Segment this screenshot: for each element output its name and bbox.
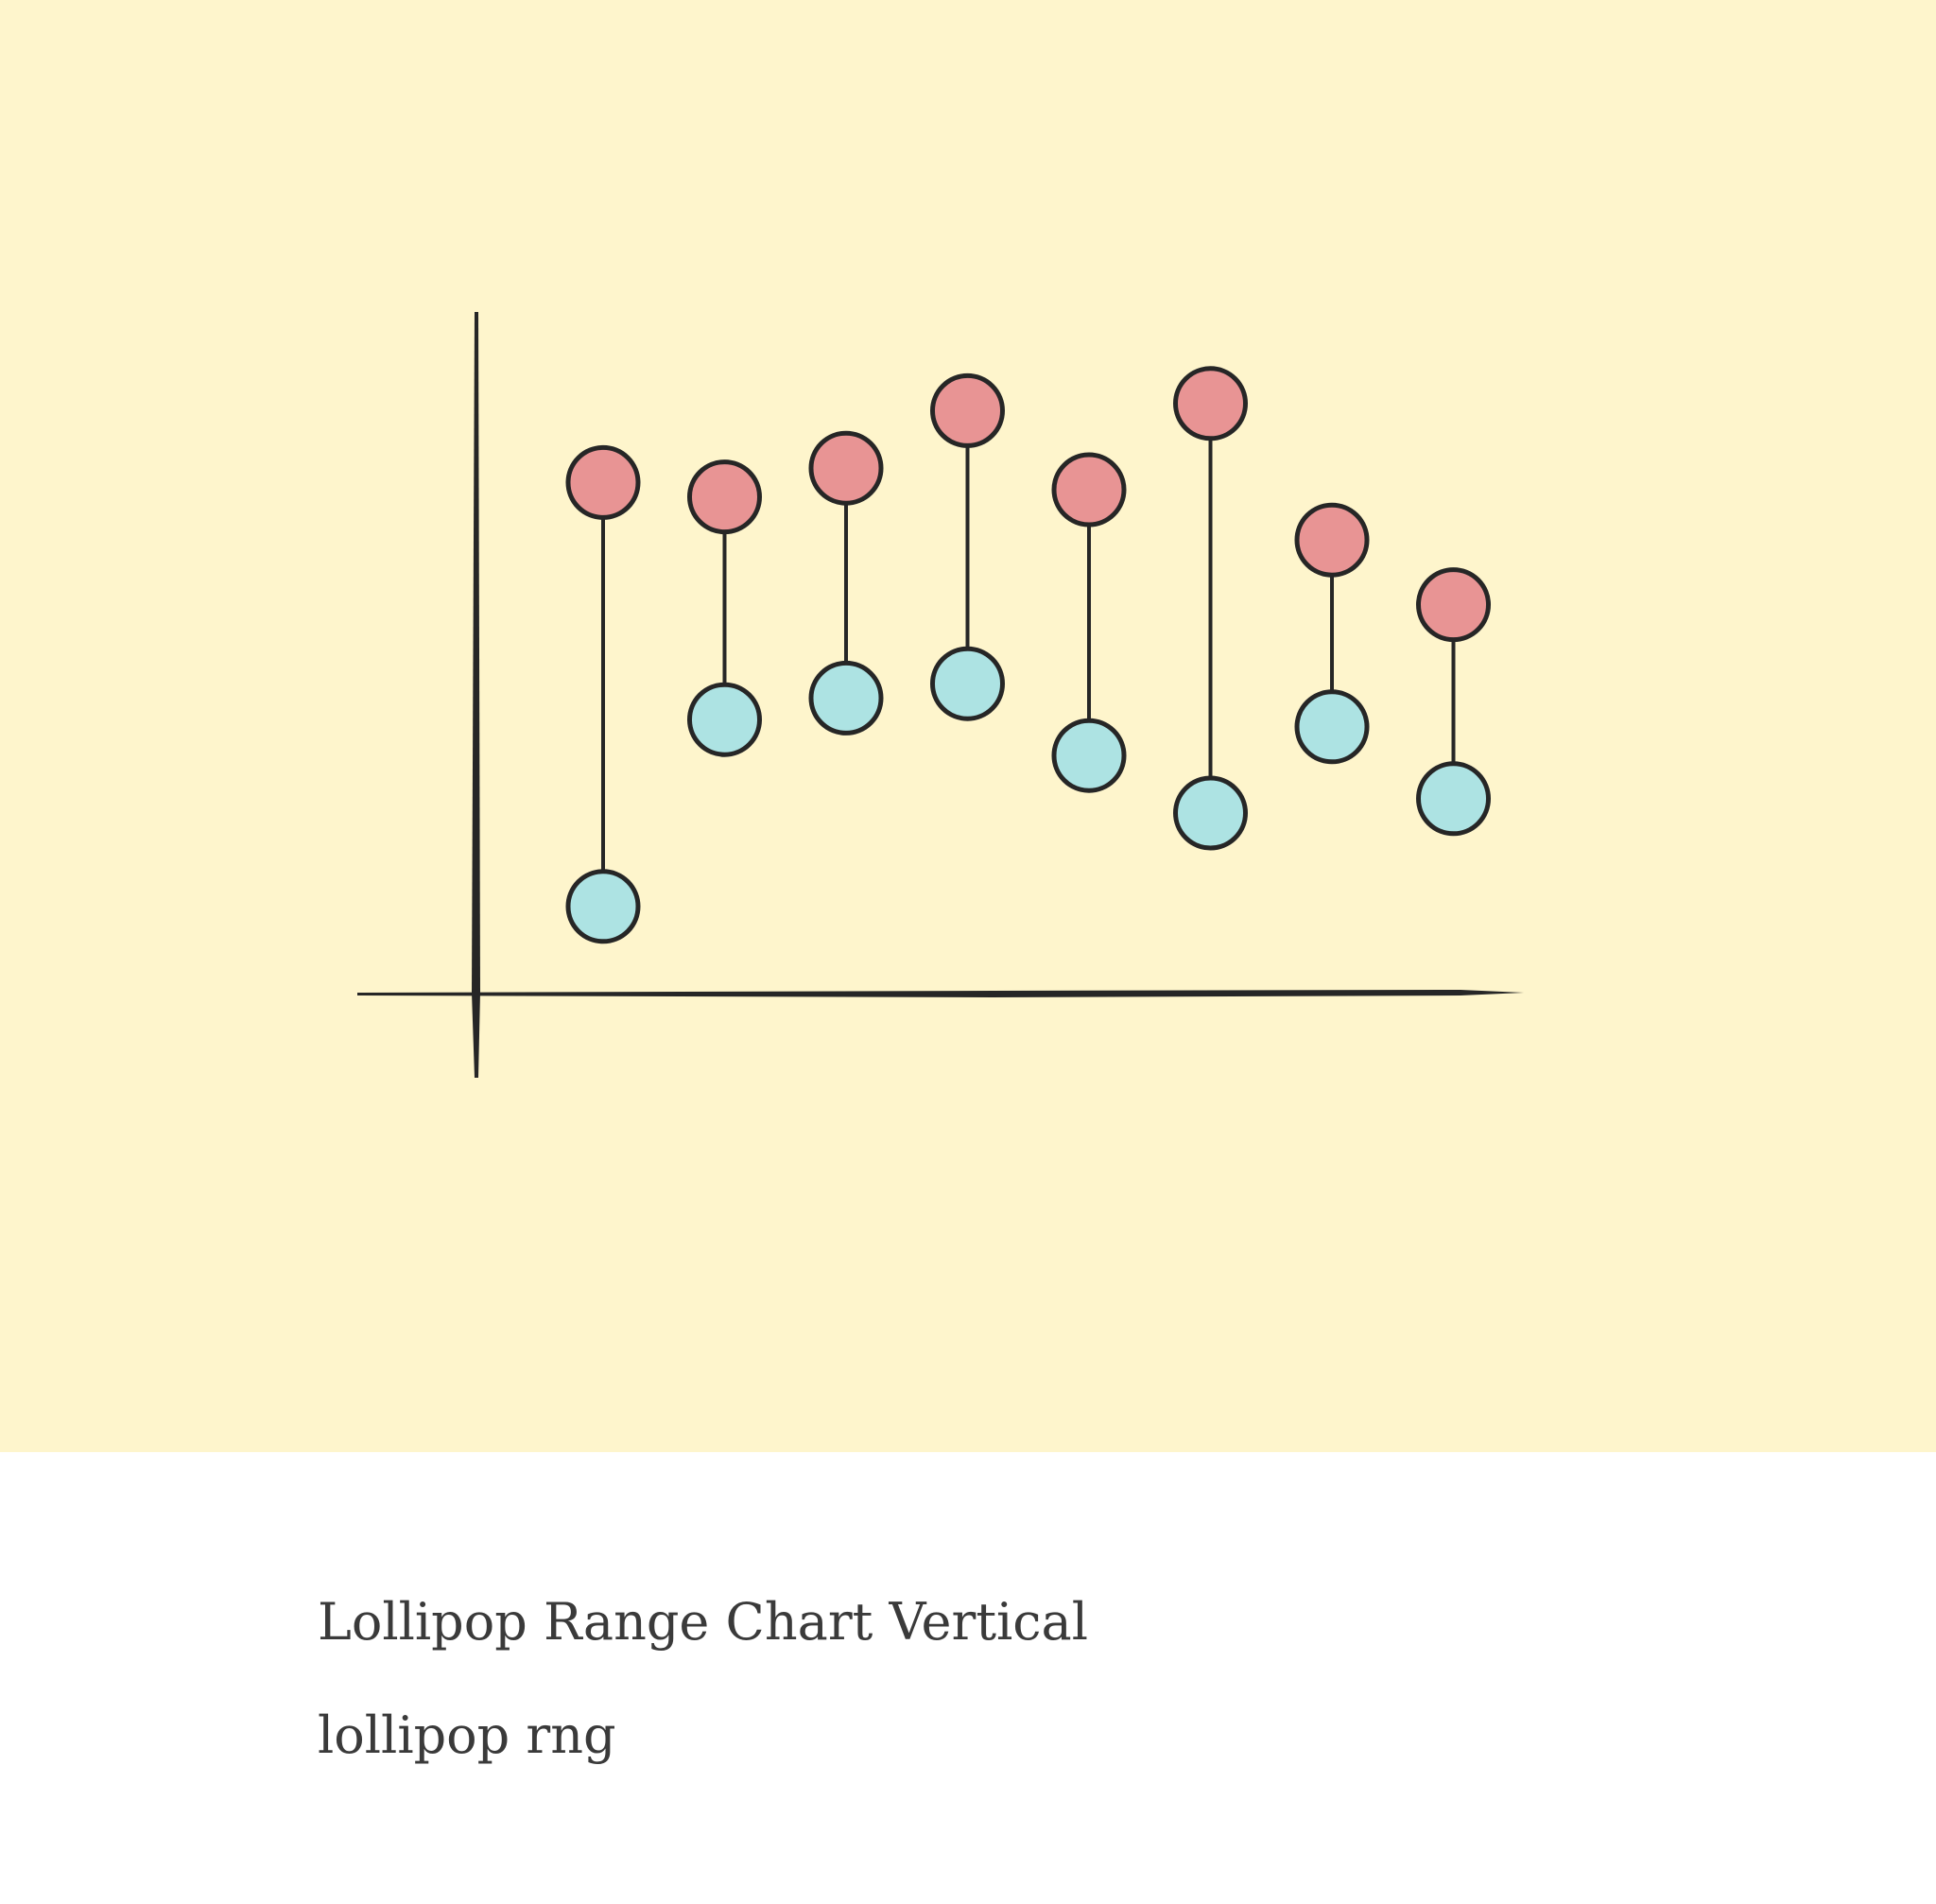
high-dot-4 [930, 372, 1005, 448]
caption-subtitle: lollipop rng [318, 1705, 616, 1765]
low-dot-2 [687, 682, 762, 757]
high-dot-3 [808, 430, 884, 506]
lollipop-range-chart [357, 312, 1524, 1078]
chart-panel [0, 0, 1936, 1452]
high-dot-5 [1051, 452, 1127, 528]
low-dot-3 [808, 660, 884, 736]
low-dot-5 [1051, 718, 1127, 793]
high-dot-7 [1294, 502, 1370, 578]
caption-area: Lollipop Range Chart Vertical lollipop r… [0, 1452, 1936, 1904]
low-dot-1 [565, 869, 641, 944]
low-dot-6 [1173, 775, 1248, 851]
low-dot-8 [1416, 761, 1491, 837]
high-dot-8 [1416, 567, 1491, 643]
low-dot-7 [1294, 689, 1370, 765]
low-dot-4 [930, 646, 1005, 721]
caption-title: Lollipop Range Chart Vertical [318, 1592, 1089, 1652]
x-axis [357, 990, 1524, 997]
dots-layer [565, 366, 1491, 944]
high-dot-6 [1173, 366, 1248, 441]
y-axis [472, 312, 480, 1078]
high-dot-2 [687, 459, 762, 535]
high-dot-1 [565, 444, 641, 520]
